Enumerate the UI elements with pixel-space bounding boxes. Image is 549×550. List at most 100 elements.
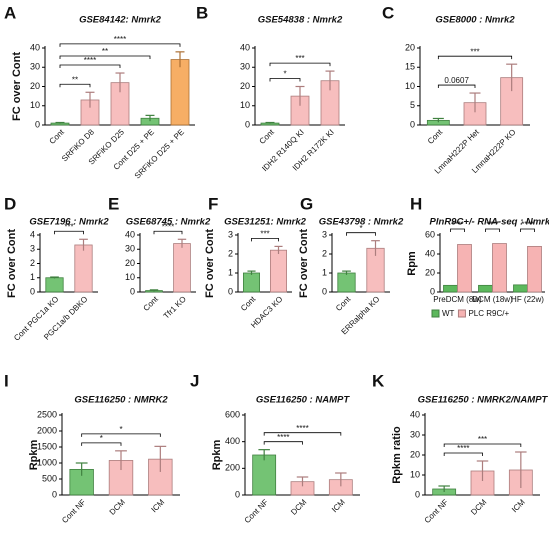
chart-title: GSE84142: Nmrk2 [79,15,162,26]
y-tick-label: 40 [30,42,40,52]
chart-title: GSE43798 : Nmrk2 [319,217,404,228]
x-tick-label: Cont [258,127,277,146]
x-tick-label: PreDCM (8w) [433,295,482,304]
panel-letter: F [208,194,218,213]
significance-bracket [153,230,183,235]
significance-bracket [437,84,476,89]
y-axis-label: Rpkm ratio [391,426,403,484]
bar [170,59,190,126]
y-tick-label: 1 [228,267,233,277]
panel: A GSE84142: Nmrk2 FC over Cont 0 10 20 30 40 Con… [4,3,195,181]
significance-bracket [59,83,91,88]
chart-title: GSE116250 : NAMPT [256,395,350,406]
panel-letter: I [4,371,9,390]
significance-label: **** [451,220,463,229]
x-tick-label: Cont NF [243,497,271,525]
x-tick-label: DCM [108,497,127,516]
y-tick-label: 10 [405,81,415,91]
x-tick-label: DCM [469,497,488,516]
y-axis-label: Rpkm [28,440,40,471]
x-tick-label: ICM [510,497,527,514]
significance-bracket [437,55,513,60]
panel-letter: E [108,194,119,213]
bar [173,243,191,293]
x-tick-label: DCM [289,497,308,516]
legend-label: PLC R9C/+ [468,309,509,318]
panel: E GSE68745 : Nmrk2 0 10 20 30 40 Cont Tfr1 KO ***… [108,194,211,320]
panel-letter: J [190,371,199,390]
y-tick-label: 0 [30,286,35,296]
y-tick-label: 400 [225,436,240,446]
y-tick-label: 0 [245,119,250,129]
panel-letter: D [4,194,16,213]
y-tick-label: 2500 [37,409,57,419]
significance-label: **** [521,220,533,229]
y-tick-label: 3 [228,229,233,239]
panel: K GSE116250 : NMRK2/NAMPT Rpkm ratio 0 10 20 3… [372,371,549,524]
x-tick-label: HF (22w) [511,295,544,304]
significance-label: *** [260,230,269,239]
significance-label: *** [295,54,304,63]
bar [242,272,260,293]
x-tick-label: Cont [239,294,258,313]
panel-letter: B [196,3,208,22]
y-tick-label: 1 [322,267,327,277]
y-tick-label: 0 [415,489,420,499]
panel-letter: G [300,194,313,213]
significance-bracket [251,238,279,242]
y-tick-label: 10 [125,272,135,282]
panel-letter: K [372,371,385,390]
panel-letter: C [382,3,394,22]
significance-label: *** [470,47,479,56]
y-axis-label: FC over Cont [298,229,310,298]
significance-label: ** [72,75,78,84]
significance-bracket [450,228,465,232]
significance-bracket [485,228,500,232]
significance-bracket [59,55,151,60]
y-tick-label: 5 [410,100,415,110]
significance-label: **** [486,220,498,229]
chart-title: GSE8000 : Nmrk2 [435,15,515,26]
significance-label: **** [162,222,174,231]
y-tick-label: 30 [30,62,40,72]
y-tick-label: 1000 [37,457,57,467]
bar [252,454,277,496]
x-tick-label: Cont [426,127,445,146]
bar [457,244,472,293]
y-tick-label: 4 [30,229,35,239]
x-tick-label: Cont [48,127,67,146]
y-tick-label: 0 [430,286,435,296]
chart-title: PlnR9C+/- RNA-seq : Nmrk2 [430,217,549,228]
chart-title: GSE54838 : Nmrk2 [258,15,343,26]
x-tick-label: Tfr1 KO [162,295,188,321]
y-tick-label: 600 [225,409,240,419]
chart-title: GSE116250 : NMRK2/NAMPT [418,395,549,406]
y-tick-label: 0 [235,489,240,499]
panel: J GSE116250 : NAMPT Rpkm 0 200 400 600 Cont NF D… [190,371,360,525]
y-tick-label: 0 [322,286,327,296]
y-tick-label: 10 [240,100,250,110]
significance-label: * [119,425,122,434]
bar [478,284,493,293]
significance-label: * [100,434,103,443]
legend-swatch [457,309,466,318]
y-tick-label: 15 [405,62,415,72]
significance-bracket [269,62,331,67]
bar [74,244,93,293]
y-tick-label: 200 [225,463,240,473]
bar [269,249,287,293]
y-tick-label: 0 [228,286,233,296]
y-tick-label: 1 [30,272,35,282]
x-tick-label: Cont NF [423,497,451,525]
significance-bracket [346,232,376,236]
y-tick-label: 20 [405,42,415,52]
bar [45,277,64,293]
significance-bracket [81,442,122,446]
y-tick-label: 0 [52,489,57,499]
y-axis-label: FC over Cont [6,229,18,298]
